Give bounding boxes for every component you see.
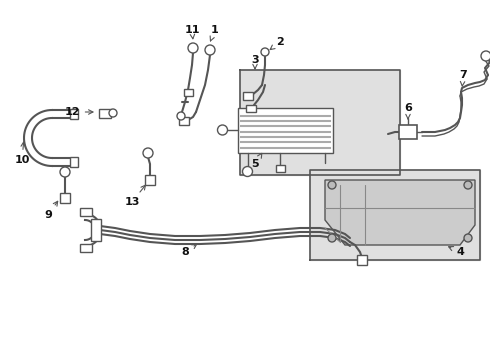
Bar — [145, 175, 155, 185]
Circle shape — [328, 181, 336, 189]
Bar — [179, 117, 189, 125]
Circle shape — [218, 125, 227, 135]
Bar — [80, 208, 92, 216]
Polygon shape — [325, 180, 475, 245]
Circle shape — [464, 234, 472, 242]
Bar — [275, 165, 285, 172]
Bar — [91, 219, 101, 241]
Circle shape — [328, 234, 336, 242]
Bar — [80, 244, 92, 252]
Bar — [99, 108, 111, 117]
Bar — [60, 193, 70, 203]
Circle shape — [481, 51, 490, 61]
Text: 3: 3 — [251, 55, 259, 69]
Text: 9: 9 — [44, 201, 58, 220]
Text: 6: 6 — [404, 103, 412, 119]
Bar — [183, 89, 193, 95]
Circle shape — [109, 109, 117, 117]
Text: 12: 12 — [64, 107, 93, 117]
Bar — [70, 157, 78, 167]
Bar — [238, 108, 333, 153]
Text: 2: 2 — [270, 37, 284, 50]
Text: 8: 8 — [181, 244, 196, 257]
Circle shape — [243, 166, 252, 176]
Circle shape — [464, 181, 472, 189]
Bar — [246, 104, 256, 112]
Circle shape — [177, 112, 185, 120]
Text: 11: 11 — [184, 25, 200, 39]
Text: 13: 13 — [124, 185, 146, 207]
Text: 4: 4 — [449, 247, 464, 257]
Text: 1: 1 — [210, 25, 219, 41]
Bar — [243, 92, 253, 100]
Polygon shape — [310, 170, 480, 260]
Bar — [70, 109, 78, 119]
Polygon shape — [240, 70, 400, 175]
Circle shape — [261, 48, 269, 56]
Text: 7: 7 — [459, 70, 467, 86]
Text: 10: 10 — [14, 142, 30, 165]
Text: 5: 5 — [251, 153, 262, 169]
Circle shape — [188, 43, 198, 53]
Bar — [357, 255, 367, 265]
Circle shape — [205, 45, 215, 55]
Circle shape — [143, 148, 153, 158]
Circle shape — [60, 167, 70, 177]
Bar — [399, 125, 417, 139]
